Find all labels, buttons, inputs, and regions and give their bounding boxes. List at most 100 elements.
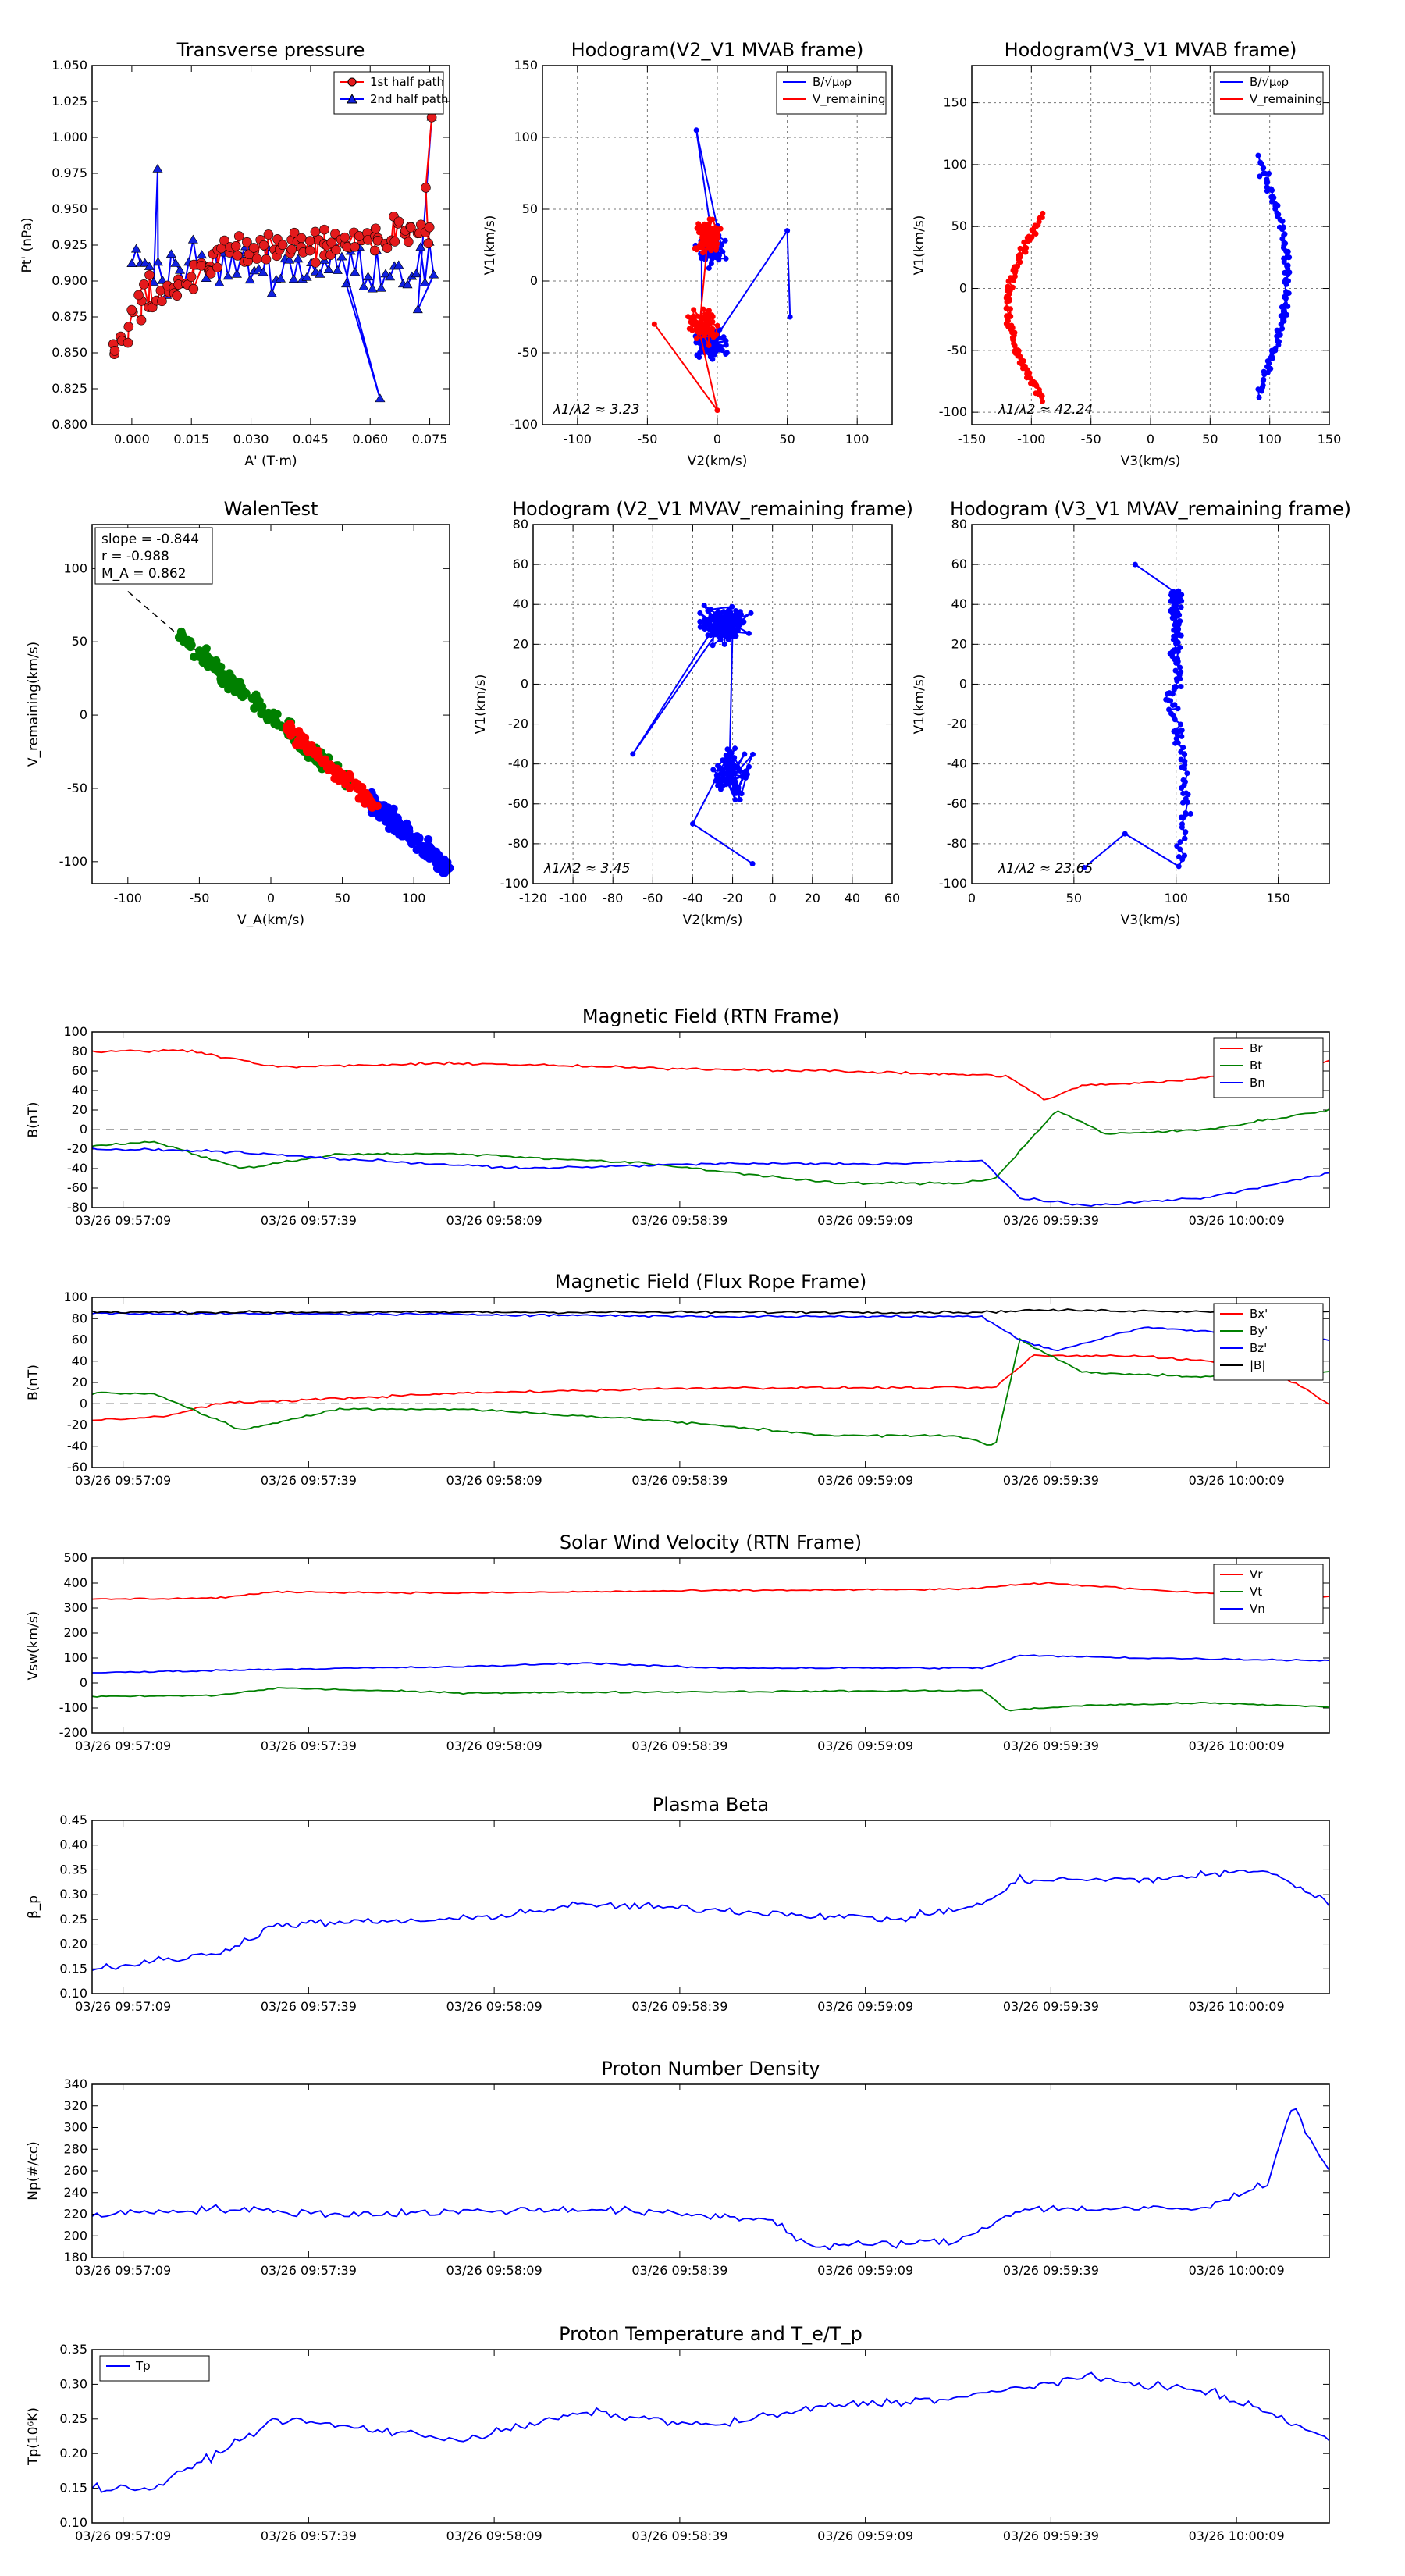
point-v-remaining — [702, 221, 708, 227]
point-b-field — [1282, 231, 1288, 237]
point-v-series — [1172, 614, 1179, 620]
point-2nd-half-path — [380, 269, 391, 278]
x-tick-label: 60 — [884, 891, 900, 906]
x-tick-label: 03/26 09:57:09 — [75, 1738, 171, 1753]
y-tick-label: 320 — [63, 2098, 87, 2113]
y-tick-label: 0.825 — [52, 381, 87, 396]
y-tick-label: 300 — [63, 1600, 87, 1615]
point-2nd-half-path — [315, 269, 325, 278]
point-2nd-half-path — [385, 272, 396, 281]
y-axis-label: V1(km/s) — [912, 674, 927, 735]
y-tick-label: -100 — [939, 876, 967, 891]
x-tick-label: 03/26 10:00:09 — [1189, 1473, 1285, 1488]
y-tick-label: -20 — [508, 717, 528, 731]
y-tick-label: 20 — [72, 1375, 87, 1389]
legend-label: V_remaining — [813, 92, 886, 107]
point-v-series — [1179, 785, 1185, 791]
point-2nd-half-path — [375, 283, 386, 292]
point-v-remaining — [710, 334, 717, 340]
point-b-field — [706, 265, 712, 271]
y-tick-label: 180 — [63, 2250, 87, 2265]
x-tick-label: 50 — [1202, 432, 1218, 447]
point-v-remaining — [1033, 382, 1039, 388]
plot-frame — [542, 65, 893, 425]
point-v-series — [726, 758, 732, 764]
point-1st-half-path — [304, 245, 315, 256]
x-tick-label: -50 — [1081, 432, 1101, 447]
point-1st-half-path — [289, 227, 300, 238]
point-1st-half-path — [139, 279, 149, 290]
y-tick-label: 0 — [80, 1122, 87, 1137]
legend-label: Bx' — [1250, 1307, 1268, 1321]
point-v-series — [1180, 777, 1186, 783]
x-tick-label: 0 — [713, 432, 721, 447]
plot-frame — [91, 2349, 1330, 2524]
point-2nd-half-path — [126, 258, 137, 268]
x-tick-label: 03/26 09:57:39 — [261, 1738, 357, 1753]
x-tick-label: -120 — [519, 891, 547, 906]
chart-mag_rtn: Magnetic Field (RTN Frame) -80 -60 -40 -20 0 2… — [26, 1005, 1330, 1228]
y-tick-label: 20 — [951, 636, 967, 651]
ratio-annotation: λ1/λ2 ≈ 3.45 — [543, 861, 630, 877]
point-v-remaining — [1011, 333, 1017, 339]
chart-walen: WalenTest -100 -50 0 50 100 -100 -50 0 50 100 V_A(k… — [26, 498, 454, 928]
legend-marker — [347, 77, 357, 87]
y-tick-label: 0.950 — [52, 201, 87, 216]
point-v-remaining — [685, 314, 692, 320]
x-tick-label: -80 — [603, 891, 623, 906]
x-tick-label: 03/26 09:57:39 — [261, 2263, 357, 2278]
point-b-field — [1268, 347, 1275, 354]
point-b-field — [710, 356, 716, 362]
chart-beta: Plasma Beta 0.10 0.15 0.20 0.25 0.30 0.35 0.40 0… — [26, 1794, 1330, 2014]
point-green — [219, 670, 229, 679]
point-green — [213, 663, 222, 672]
point-2nd-half-path — [165, 249, 176, 258]
y-tick-label: -80 — [947, 836, 967, 851]
point-v-series — [1172, 684, 1178, 690]
point-b-field — [1260, 378, 1266, 384]
point-v-remaining — [1021, 239, 1027, 245]
point-v-series — [697, 624, 703, 630]
point-v-series — [1184, 799, 1190, 806]
chart-title: Hodogram(V2_V1 MVAB frame) — [571, 39, 864, 61]
y-tick-label: 0 — [80, 1396, 87, 1411]
x-tick-label: 0 — [267, 891, 275, 906]
legend-box — [1213, 1303, 1324, 1381]
point-v-series — [730, 633, 736, 639]
x-tick-label: 100 — [1164, 891, 1188, 906]
point-b-field — [784, 228, 791, 234]
y-tick-label: 500 — [63, 1550, 87, 1565]
x-tick-label: -100 — [1017, 432, 1045, 447]
point-2nd-half-path — [187, 234, 198, 244]
plot-frame — [91, 2083, 1330, 2258]
point-v-series — [1172, 740, 1179, 746]
y-tick-label: 240 — [63, 2185, 87, 2200]
point-v-series — [734, 613, 740, 619]
legend-box — [1213, 1037, 1324, 1098]
point-2nd-half-path — [275, 273, 286, 283]
y-tick-label: -80 — [508, 836, 528, 851]
y-tick-label: 80 — [72, 1311, 87, 1325]
x-tick-label: 03/26 10:00:09 — [1189, 1213, 1285, 1228]
point-v-series — [1175, 596, 1181, 603]
point-2nd-half-path — [350, 267, 361, 276]
point-v-remaining — [714, 229, 720, 236]
point-v-series — [713, 777, 719, 784]
point-v-remaining — [1039, 393, 1045, 399]
series-B-line — [91, 1308, 1330, 1315]
point-v-remaining — [714, 407, 720, 414]
y-axis-label: Pt' (nPa) — [20, 218, 35, 273]
point-v-remaining — [702, 331, 708, 337]
point-v-remaining — [706, 342, 712, 348]
x-axis-label: V3(km/s) — [1121, 913, 1181, 928]
chart-title: Solar Wind Velocity (RTN Frame) — [560, 1532, 862, 1553]
x-axis-label: A' (T·m) — [244, 454, 297, 469]
point-1st-half-path — [406, 222, 416, 233]
y-tick-label: 0 — [959, 676, 967, 691]
y-tick-label: -20 — [947, 717, 967, 731]
point-green — [257, 708, 266, 717]
point-b-field — [1266, 170, 1272, 176]
x-tick-label: 03/26 09:57:09 — [75, 2528, 171, 2543]
point-2nd-half-path — [358, 281, 369, 290]
